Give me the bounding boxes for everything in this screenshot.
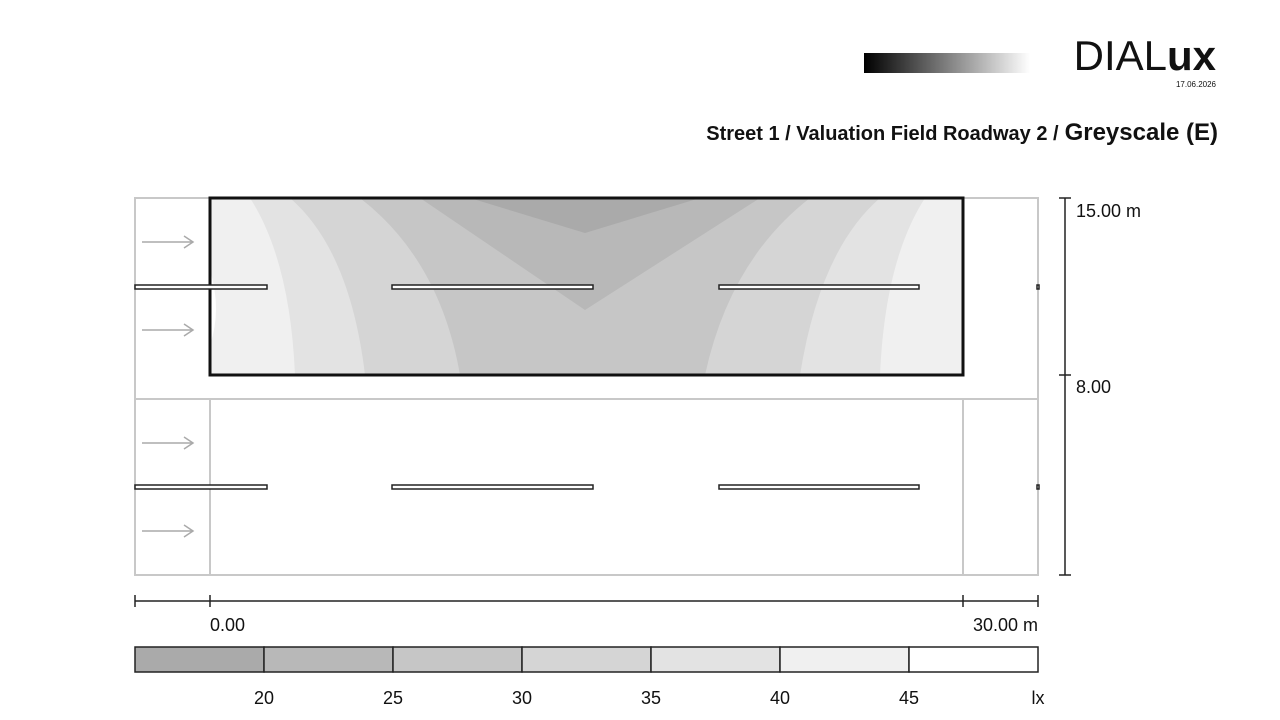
legend-swatch — [263, 646, 394, 673]
dim-label: 8.00 — [1076, 377, 1111, 397]
dim-label: 0.00 — [210, 615, 245, 635]
dim-label: 15.00 m — [1076, 201, 1141, 221]
direction-arrows — [142, 235, 195, 538]
legend-swatch — [779, 646, 910, 673]
isoline-field — [210, 198, 963, 375]
date: 17.06.2026 — [1176, 80, 1217, 89]
legend-swatch — [650, 646, 781, 673]
logo-light: DIAL — [1074, 32, 1167, 79]
dim-label: 30.00 m — [973, 615, 1038, 635]
title-name: Greyscale (E) — [1065, 119, 1218, 146]
legend: 20 25 30 35 40 45 lx — [134, 646, 1045, 708]
logo-bold: ux — [1167, 32, 1217, 79]
legend-label: 30 — [512, 688, 532, 708]
legend-swatch — [521, 646, 652, 673]
legend-swatch — [392, 646, 523, 673]
legend-label: 45 — [899, 688, 919, 708]
luminaires — [134, 284, 1040, 490]
logo-gradient — [864, 53, 1030, 73]
title-path: Street 1 / Valuation Field Roadway 2 / — [706, 123, 1059, 145]
title: Street 1 / Valuation Field Roadway 2 / Gr… — [706, 119, 1218, 146]
legend-label: 25 — [383, 688, 403, 708]
legend-label: 40 — [770, 688, 790, 708]
logo: DIALux — [1074, 32, 1217, 79]
dimension-lines — [134, 197, 1071, 607]
legend-swatch — [134, 646, 265, 673]
legend-unit: lx — [1032, 688, 1045, 708]
legend-label: 35 — [641, 688, 661, 708]
legend-label: 20 — [254, 688, 274, 708]
legend-swatch — [908, 646, 1039, 673]
